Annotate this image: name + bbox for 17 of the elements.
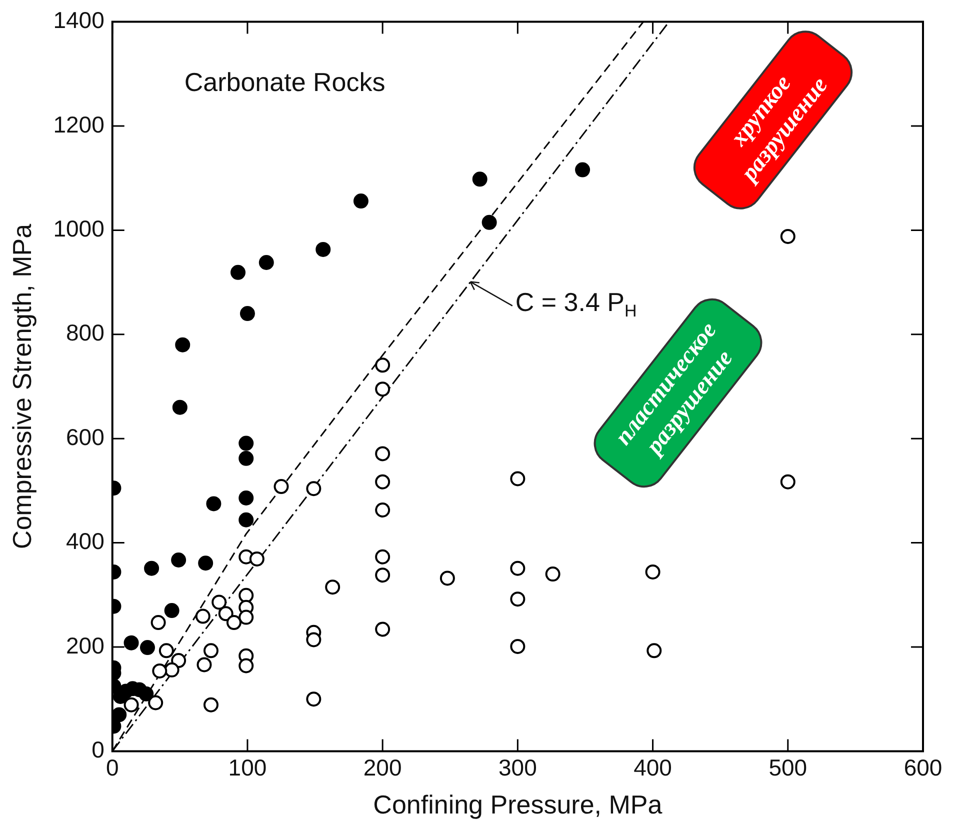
y-tick-label: 600 <box>66 424 104 450</box>
x-tick-label: 600 <box>904 754 942 780</box>
y-tick-label: 200 <box>66 632 104 658</box>
y-tick-label: 1000 <box>53 216 104 242</box>
y-tick-label: 800 <box>66 320 104 346</box>
y-tick-label: 1200 <box>53 111 104 138</box>
x-axis-title: Confining Pressure, MPa <box>373 790 663 820</box>
x-tick-label: 300 <box>498 754 537 780</box>
x-tick-label: 100 <box>228 754 267 780</box>
text: Carbonate Rocks <box>184 66 386 97</box>
y-tick-label: 0 <box>92 736 104 763</box>
x-tick-label: 400 <box>634 754 672 780</box>
x-tick-label: 500 <box>768 754 808 780</box>
y-tick-label: 400 <box>66 528 104 554</box>
y-axis-title: Compressive Strength, MPa <box>6 223 37 550</box>
y-tick-label: 1400 <box>53 7 104 34</box>
x-tick-label: 200 <box>363 754 402 780</box>
